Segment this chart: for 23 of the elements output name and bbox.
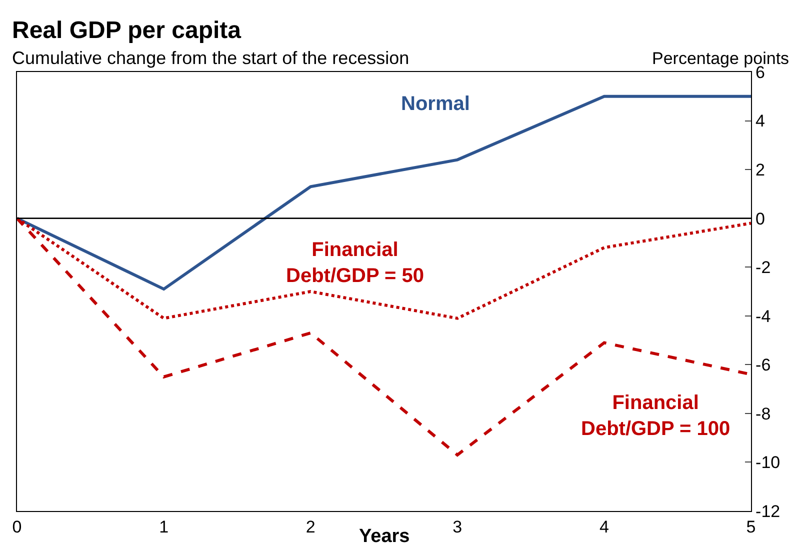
series-label: Financial Debt/GDP = 100 — [581, 392, 730, 440]
x-tick-label: 1 — [159, 518, 169, 537]
y-tick-label: -4 — [756, 306, 771, 326]
series-label: Normal — [401, 93, 470, 115]
x-tick-label: 3 — [452, 518, 462, 537]
series-label: Financial Debt/GDP = 50 — [286, 239, 424, 287]
x-axis-title: Years — [359, 526, 410, 547]
y-axis-title: Percentage points — [652, 49, 790, 68]
y-tick-label: 2 — [756, 160, 766, 180]
x-tick-label: 5 — [746, 518, 756, 537]
line-series — [17, 94, 751, 291]
x-tick-label: 4 — [599, 518, 609, 537]
y-tick-label: 4 — [756, 112, 766, 131]
chart-subtitle: Cumulative change from the start of the recession — [12, 48, 410, 68]
y-tick-label: -2 — [756, 258, 771, 278]
y-tick-label: -8 — [756, 404, 771, 424]
x-tick-label: 2 — [306, 518, 316, 537]
y-tick-label: -6 — [756, 356, 771, 375]
chart-title: Real GDP per capita — [12, 17, 242, 44]
y-tick-label: -10 — [756, 453, 780, 472]
y-tick-label: -12 — [756, 502, 780, 521]
y-tick-label: 0 — [756, 209, 766, 228]
x-tick-label: 0 — [12, 518, 22, 537]
